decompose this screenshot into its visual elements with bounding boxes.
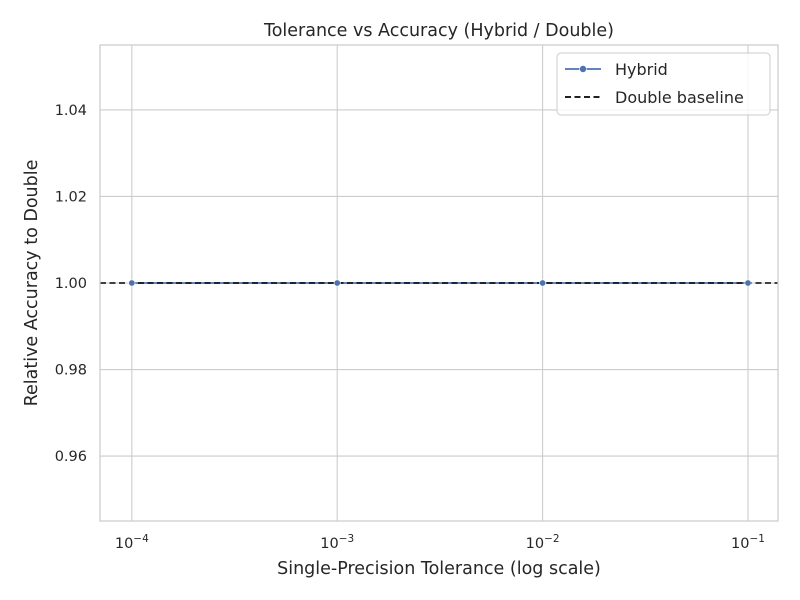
chart-title: Tolerance vs Accuracy (Hybrid / Double) — [263, 21, 614, 41]
plot-frame — [99, 44, 779, 522]
x-tick-label: 10−3 — [320, 533, 354, 552]
data-point-hybrid — [539, 279, 547, 287]
tick-labels: 10−4 10−3 10−2 10−1 0.96 0.98 1.00 1.02 1.04 — [55, 103, 765, 552]
legend: Hybrid Double baseline — [556, 52, 771, 116]
data-point-hybrid — [333, 279, 341, 287]
x-tick-label: 10−4 — [115, 533, 149, 552]
x-axis-label: Single-Precision Tolerance (log scale) — [277, 559, 601, 579]
legend-marker-hybrid — [579, 65, 587, 73]
legend-label-hybrid: Hybrid — [615, 60, 668, 79]
y-tick-label: 1.02 — [55, 189, 87, 205]
x-tick-label: 10−2 — [526, 533, 560, 552]
y-axis-label: Relative Accuracy to Double — [22, 160, 42, 407]
legend-box — [556, 52, 771, 116]
y-tick-label: 0.96 — [55, 449, 87, 465]
y-tick-label: 1.04 — [55, 103, 87, 119]
data-point-hybrid — [744, 279, 752, 287]
y-tick-label: 0.98 — [55, 363, 87, 379]
legend-label-double-baseline: Double baseline — [615, 88, 744, 107]
data-layer — [100, 279, 778, 287]
data-point-hybrid — [128, 279, 136, 287]
x-tick-label: 10−1 — [731, 533, 765, 552]
y-tick-label: 1.00 — [55, 276, 87, 292]
